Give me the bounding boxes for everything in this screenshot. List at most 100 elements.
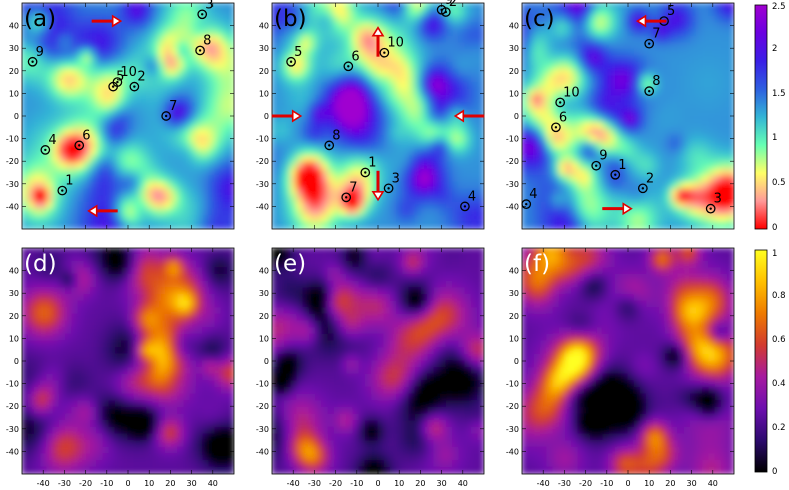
- y-tick-label: 40: [9, 22, 19, 31]
- colorbar-bottom-tick: 0.6: [772, 335, 786, 345]
- site-marker-label: 1: [618, 158, 626, 173]
- y-tick-label: 30: [509, 44, 519, 53]
- site-marker: [610, 169, 621, 180]
- y-tick-label: 10: [9, 334, 19, 343]
- colorbar-bottom: 1 0.8 0.6 0.4 0.2 0: [754, 249, 786, 477]
- colorbar-top-tick: 0: [772, 223, 777, 233]
- site-marker-label: 2: [449, 0, 457, 10]
- site-marker-label: 4: [468, 189, 476, 204]
- y-tick-label: 0: [14, 112, 19, 121]
- y-tick-label: 0: [514, 357, 519, 366]
- site-marker-label: 3: [714, 192, 722, 207]
- site-marker-label: 6: [351, 49, 359, 64]
- x-tick-label: 30: [437, 479, 447, 488]
- y-tick-label: 0: [14, 357, 19, 366]
- site-marker-label: 9: [599, 149, 607, 164]
- x-tick-label: 10: [644, 479, 654, 488]
- y-tick-label: 40: [259, 22, 269, 31]
- site-marker: [555, 97, 566, 108]
- x-tick-label: 0: [625, 479, 630, 488]
- panel-b: -40 -30 -20 -10 0 10 20 30 40 1 2 3 4 5 6 7 8 9 10 (b): [256, 0, 485, 230]
- x-tick-label: -40: [287, 479, 300, 488]
- site-marker-label: 1: [65, 174, 73, 189]
- x-tick-label: 0: [125, 479, 130, 488]
- colorbar-top-tick: 1: [772, 133, 777, 143]
- x-tick-label: -40: [537, 479, 550, 488]
- x-tick-label: 10: [144, 479, 154, 488]
- y-tick-label: 30: [9, 44, 19, 53]
- y-tick-label: -10: [506, 135, 519, 144]
- y-tick-label: 20: [509, 67, 519, 76]
- y-tick-label: -10: [6, 135, 19, 144]
- x-tick-label: -30: [308, 479, 321, 488]
- panel-e: -40 -40 -30 -30 -20 -20 -10 -10 0 0 10 10 20 20 30 30 40…: [256, 247, 485, 488]
- colorbar-top-tick: 2.5: [772, 2, 786, 12]
- y-tick-label: -40: [6, 202, 19, 211]
- direction-arrow-icon: [453, 109, 485, 123]
- x-tick-label: -20: [579, 479, 592, 488]
- site-marker: [286, 56, 296, 67]
- direction-arrow-icon: [91, 14, 123, 28]
- y-tick-label: -20: [256, 157, 269, 166]
- site-marker: [341, 192, 352, 203]
- site-marker: [705, 203, 716, 214]
- site-marker: [112, 77, 123, 87]
- direction-arrow-icon: [87, 204, 118, 218]
- y-tick-label: 10: [259, 334, 269, 343]
- colorbar-bottom-tick: 0.4: [772, 379, 786, 389]
- y-tick-label: -20: [506, 402, 519, 411]
- y-tick-label: -10: [256, 135, 269, 144]
- x-tick-label: -20: [329, 479, 342, 488]
- y-tick-label: -10: [506, 380, 519, 389]
- site-marker: [324, 140, 335, 151]
- x-tick-label: 30: [187, 479, 197, 488]
- y-tick-label: 30: [259, 44, 269, 53]
- y-tick-label: 40: [509, 267, 519, 276]
- x-tick-label: 10: [394, 479, 404, 488]
- site-marker-label: 4: [48, 133, 56, 148]
- x-tick-label: 20: [165, 479, 175, 488]
- y-tick-label: 10: [9, 89, 19, 98]
- panel-label: (b): [274, 6, 307, 32]
- y-tick-label: 30: [9, 289, 19, 298]
- site-marker-label: 2: [137, 70, 145, 85]
- site-marker-label: 5: [294, 45, 302, 60]
- x-tick-label: -30: [58, 479, 71, 488]
- colorbar-top-tick: 1.5: [772, 89, 786, 99]
- site-marker: [460, 201, 470, 212]
- y-tick-label: -40: [506, 202, 519, 211]
- panel-d: -40 -40 -30 -30 -20 -20 -10 -10 0 0 10 10 20 20 30 30 40…: [6, 247, 235, 488]
- site-marker-label: 3: [392, 171, 400, 186]
- site-marker: [644, 38, 655, 49]
- y-tick-label: 20: [9, 67, 19, 76]
- y-tick-label: 20: [259, 67, 269, 76]
- panel-label: (d): [24, 251, 57, 277]
- site-marker-label: 6: [82, 128, 90, 143]
- y-tick-label: 0: [264, 357, 269, 366]
- x-tick-label: -10: [100, 479, 113, 488]
- x-tick-label: 40: [458, 479, 468, 488]
- panel-label: (c): [524, 6, 555, 32]
- site-marker-label: 7: [169, 99, 177, 114]
- site-marker-label: 8: [203, 33, 211, 48]
- panel-f: -40 -40 -30 -30 -20 -20 -10 -10 0 0 10 10 20 20 30 30 40…: [506, 247, 735, 488]
- site-marker: [195, 45, 205, 56]
- y-tick-label: -30: [506, 425, 519, 434]
- x-tick-label: -40: [37, 479, 50, 488]
- direction-arrow-icon: [635, 14, 667, 28]
- site-marker: [383, 183, 394, 194]
- site-marker: [40, 145, 51, 155]
- y-tick-label: -40: [6, 447, 19, 456]
- site-marker: [161, 111, 172, 121]
- y-tick-label: -40: [256, 202, 269, 211]
- site-marker-label: 5: [116, 70, 124, 85]
- x-tick-label: -10: [600, 479, 613, 488]
- y-tick-label: -10: [256, 380, 269, 389]
- y-tick-label: 40: [259, 267, 269, 276]
- x-tick-label: -30: [558, 479, 571, 488]
- site-marker-label: 8: [332, 128, 340, 143]
- y-tick-label: -20: [256, 402, 269, 411]
- colorbar-bottom-tick: 0: [772, 467, 777, 477]
- y-tick-label: 30: [259, 289, 269, 298]
- colorbar-top-tick: 0.5: [772, 178, 786, 188]
